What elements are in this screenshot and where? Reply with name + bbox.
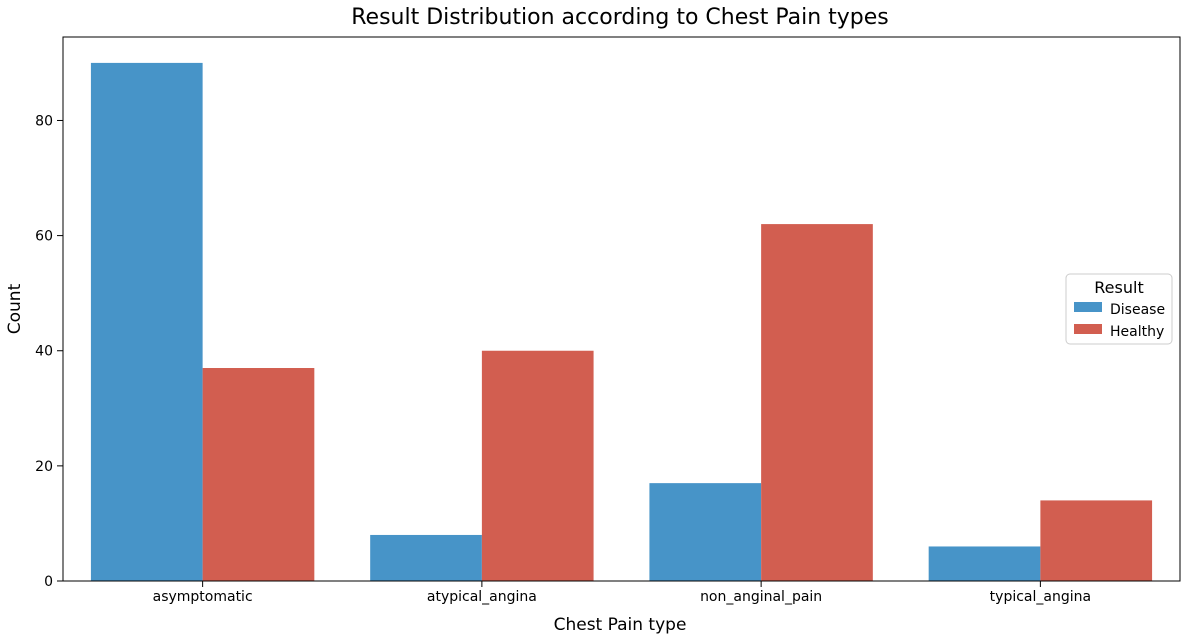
y-axis-label: Count [5,283,25,334]
x-axis-label: Chest Pain type [554,615,687,635]
chart-title: Result Distribution according to Chest P… [351,5,889,30]
y-tick-label: 40 [35,344,53,360]
legend-swatch-healthy [1074,324,1102,334]
bar-healthy-non_anginal_pain [761,224,873,581]
bar-disease-asymptomatic [90,62,203,581]
x-tick-label: non_anginal_pain [700,589,822,605]
axes-layer: 0 20 40 60 80 asymptomatic atypical_angina non_… [35,36,1181,605]
y-tick-label: 0 [44,574,53,590]
bar-healthy-typical_angina [1040,500,1153,581]
legend-title: Result [1094,278,1143,297]
legend-swatch-disease [1074,302,1102,312]
y-tick-label: 20 [35,459,53,475]
x-tick-label: typical_angina [990,589,1091,605]
legend-label-disease: Disease [1110,302,1165,318]
y-tick-label: 60 [35,229,53,245]
x-tick-label: atypical_angina [427,589,537,605]
legend-items: Disease Healthy [1074,302,1165,340]
x-tick-label: asymptomatic [153,589,253,605]
y-tick-label: 80 [35,113,53,129]
legend-label-healthy: Healthy [1110,324,1164,340]
plot-frame [62,36,1181,582]
bar-disease-typical_angina [928,546,1041,581]
bar-healthy-atypical_angina [481,350,594,581]
bar-disease-atypical_angina [370,534,482,581]
bar-disease-non_anginal_pain [649,483,762,581]
legend: Result Disease Healthy [1065,273,1173,345]
bars-layer [90,62,1153,581]
bar-healthy-asymptomatic [202,368,315,581]
